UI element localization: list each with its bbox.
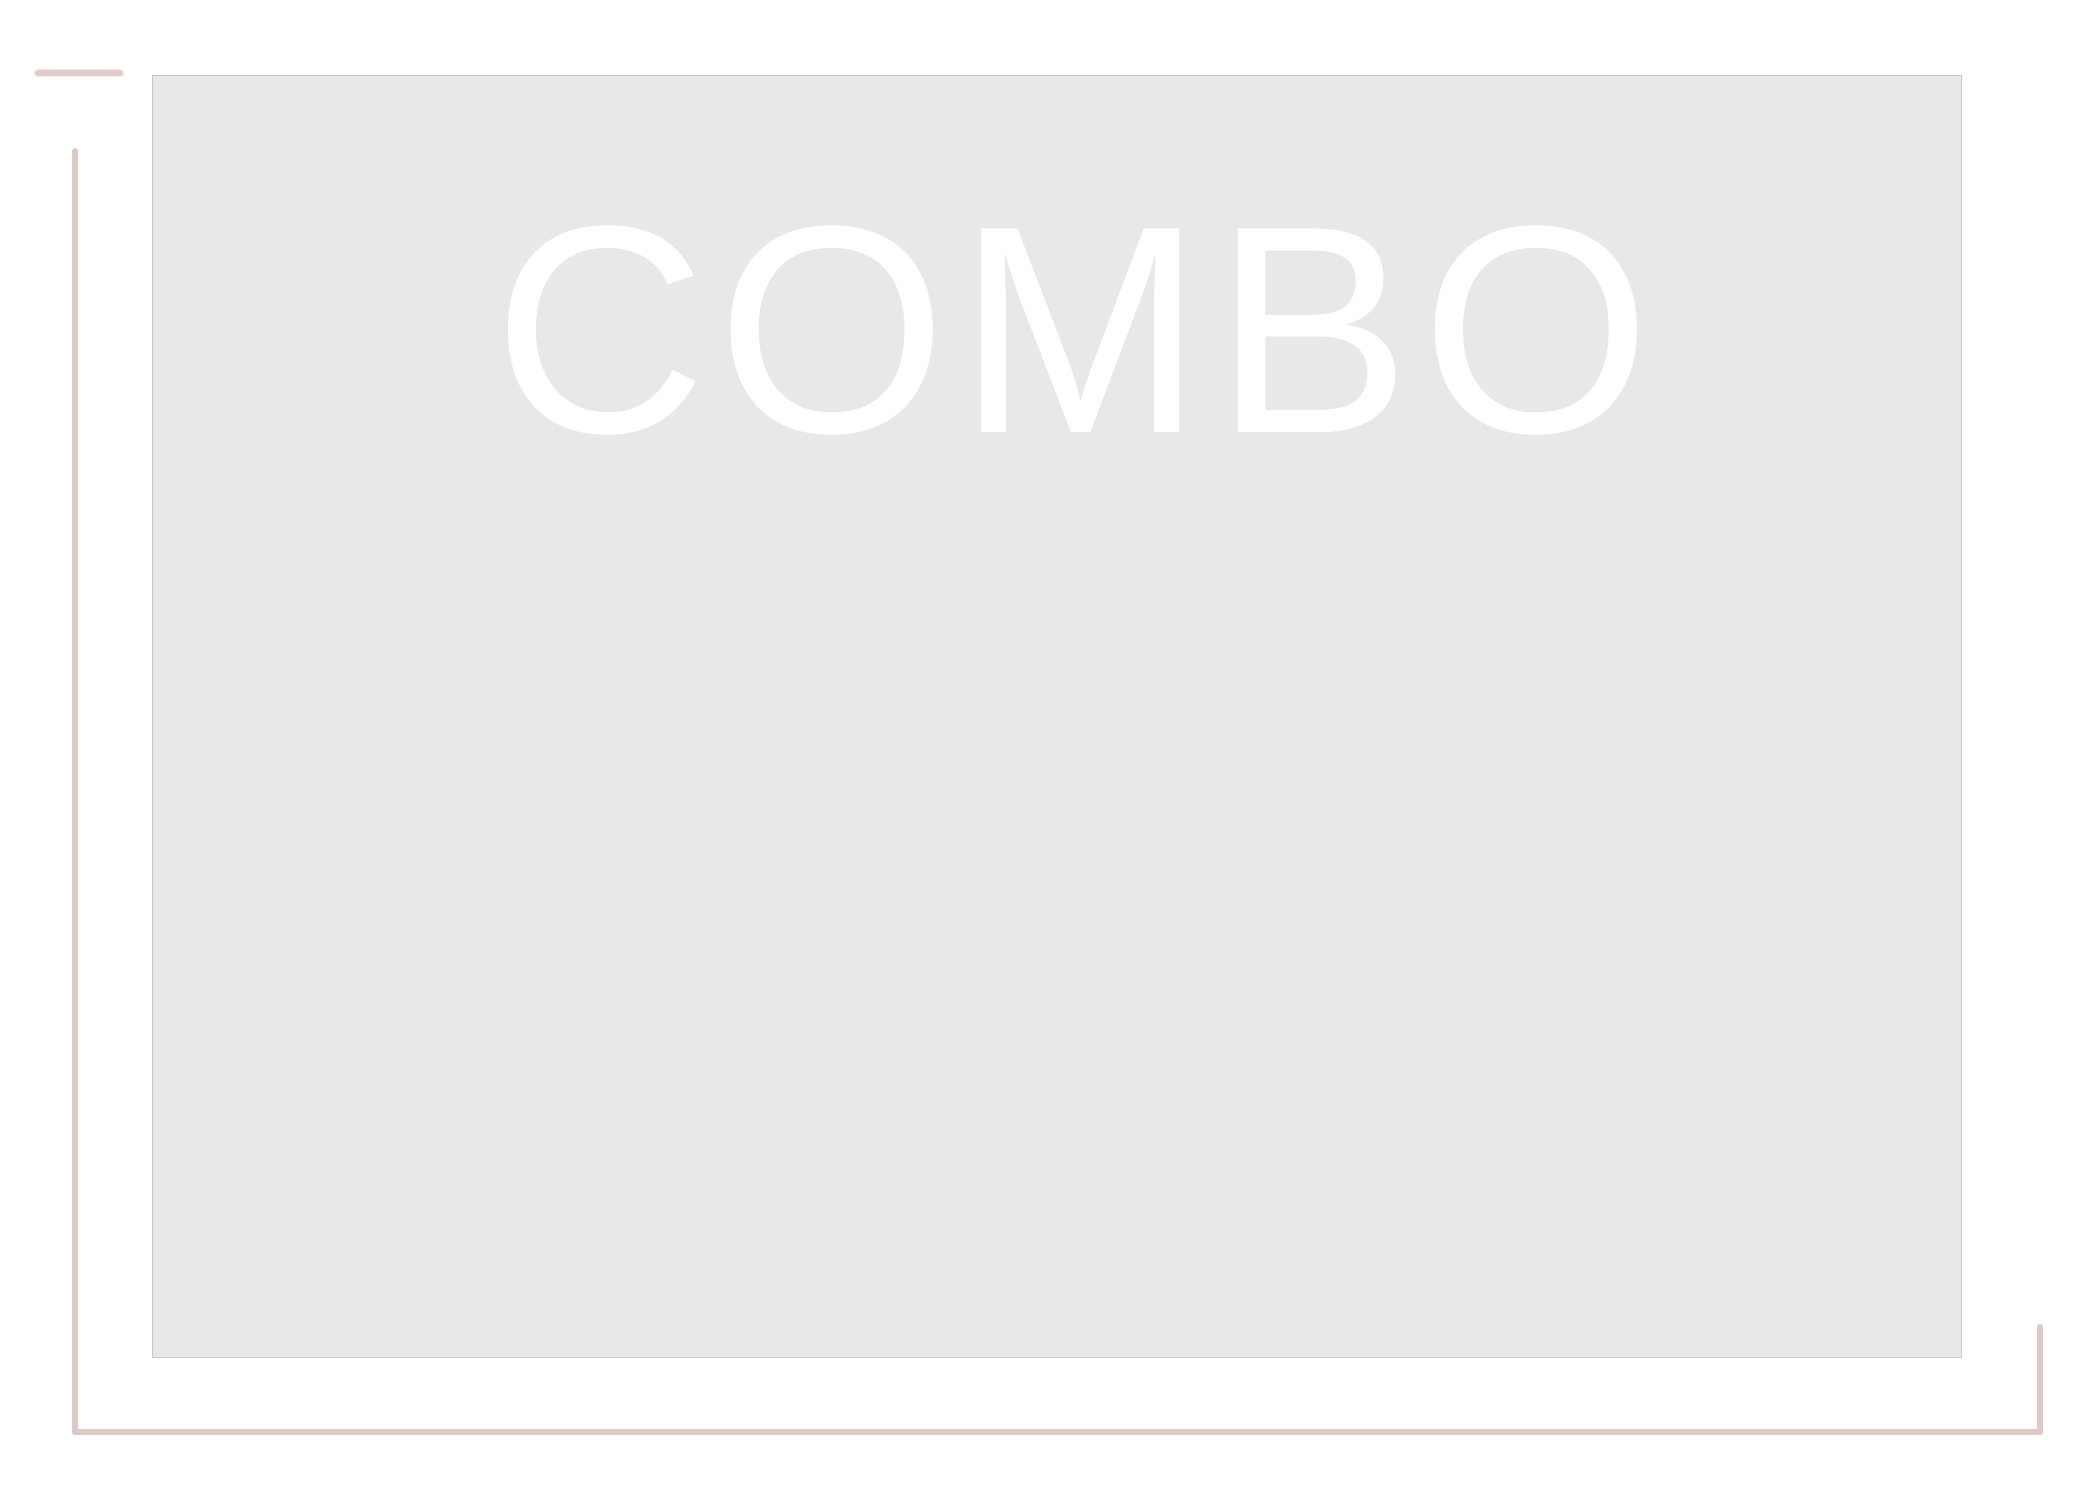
frame-right-edge [2037,1324,2043,1435]
frame-left-edge [72,148,78,1435]
combo-panel[interactable]: COMBO [152,75,1962,1358]
combo-title: COMBO [492,164,1662,495]
frame-bottom-edge [72,1429,2043,1435]
top-left-dash [35,70,123,76]
